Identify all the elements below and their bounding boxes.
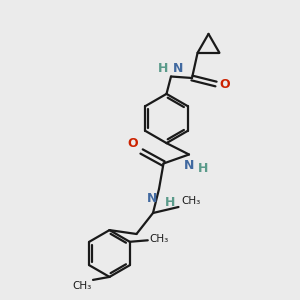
Text: O: O <box>220 77 230 91</box>
Text: CH₃: CH₃ <box>181 196 200 206</box>
Text: H: H <box>158 62 169 75</box>
Text: N: N <box>184 159 194 172</box>
Text: CH₃: CH₃ <box>72 281 92 291</box>
Text: CH₃: CH₃ <box>149 234 169 244</box>
Text: H: H <box>165 196 175 209</box>
Text: N: N <box>147 192 158 205</box>
Text: O: O <box>128 137 138 150</box>
Text: N: N <box>172 62 183 75</box>
Text: H: H <box>197 162 208 175</box>
